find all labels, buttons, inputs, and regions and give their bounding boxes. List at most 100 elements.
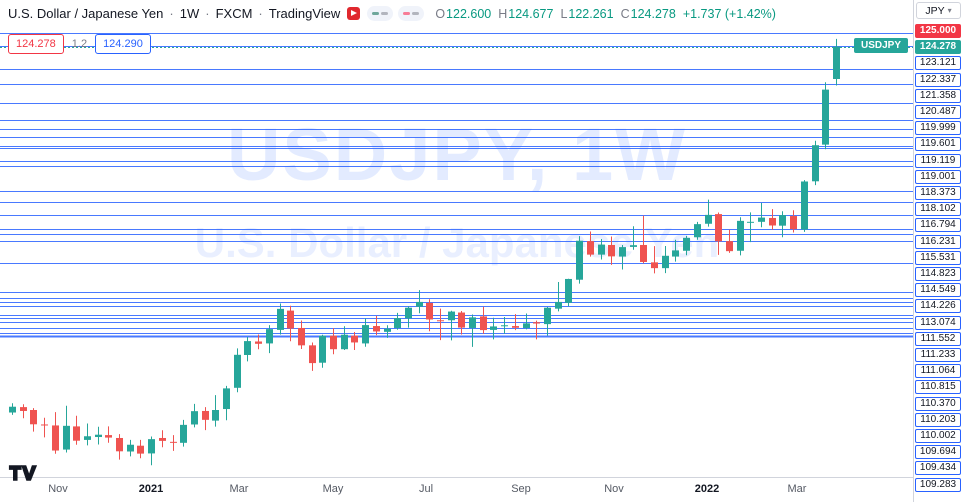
candle-body (330, 335, 337, 350)
candle-body (619, 247, 626, 257)
candlestick-chart[interactable] (0, 0, 914, 478)
line-price-axis-label[interactable]: 118.373 (915, 186, 961, 200)
candle-body (737, 220, 744, 251)
candle-body (405, 307, 412, 319)
candle-body (277, 308, 284, 330)
line-price-axis-label[interactable]: 114.549 (915, 283, 961, 298)
legend-toggle-pill-1[interactable] (367, 6, 394, 21)
legend-separator: · (258, 6, 263, 21)
candle-body (598, 244, 605, 255)
low-value: L122.261 (560, 6, 614, 21)
candle-body (640, 244, 647, 262)
line-price-axis-label[interactable]: 111.064 (915, 364, 961, 379)
candle-body (747, 221, 754, 223)
chart-legend: U.S. Dollar / Japanese Yen · 1W · FXCM ·… (8, 6, 776, 21)
candle-body (694, 224, 701, 238)
high-value: H124.677 (498, 6, 554, 21)
line-price-axis-label[interactable]: 110.815 (915, 380, 961, 395)
time-axis-month-label: Jul (418, 483, 434, 495)
candle-body (384, 328, 391, 332)
candle-body (319, 335, 326, 363)
candle-body (587, 241, 594, 255)
time-axis-month-label: Sep (511, 483, 531, 495)
line-price-axis-label[interactable]: 116.794 (915, 218, 961, 233)
candle-body (469, 317, 476, 328)
alert-price-axis-label[interactable]: 125.000 (915, 24, 961, 38)
line-price-axis-label[interactable]: 116.231 (915, 234, 961, 249)
candle-body (191, 411, 198, 425)
line-price-axis-label[interactable]: 109.283 (915, 477, 961, 492)
line-price-axis-label[interactable]: 119.119 (915, 153, 961, 168)
ratio-label: 1.2 (71, 38, 88, 50)
line-price-axis-label[interactable]: 119.601 (915, 137, 961, 152)
candle-body (95, 434, 102, 438)
line-price-axis-label[interactable]: 119.999 (915, 121, 961, 136)
interval-label[interactable]: 1W (179, 6, 200, 21)
candle-body (608, 244, 615, 257)
candle-body (9, 406, 16, 413)
candle-body (52, 425, 59, 451)
line-price-axis-label[interactable]: 110.370 (915, 396, 961, 411)
current-price-axis-label[interactable]: 124.278 (915, 40, 961, 55)
candle-body (715, 214, 722, 242)
line-price-axis-label[interactable]: 110.002 (915, 429, 961, 443)
line-price-axis-label[interactable]: 122.337 (915, 72, 961, 87)
legend-toggle-pill-2[interactable] (398, 6, 425, 21)
candle-body (672, 250, 679, 257)
time-axis-year-label: 2022 (694, 483, 720, 495)
candle-body (170, 441, 177, 443)
line-price-axis-label[interactable]: 119.001 (915, 169, 961, 184)
candle-body (63, 425, 70, 450)
candle-body (512, 326, 519, 328)
line-price-axis-label[interactable]: 109.694 (915, 445, 961, 460)
candle-body (255, 341, 262, 344)
candle-body (73, 426, 80, 441)
legend-separator: · (169, 6, 174, 21)
line-price-axis-label[interactable]: 110.203 (915, 412, 961, 427)
line-price-axis-label[interactable]: 118.102 (915, 202, 961, 217)
candle-body (726, 241, 733, 252)
time-axis[interactable]: Nov 2021 Mar May Jul Sep Nov 2022 Mar (0, 477, 914, 502)
candle-body (448, 311, 455, 321)
line-price-axis-label[interactable]: 113.074 (915, 315, 961, 330)
alert-price-label[interactable]: 124.278 (8, 34, 64, 54)
line-price-axis-label[interactable]: 111.552 (915, 331, 961, 346)
candle-body (244, 341, 251, 355)
line-price-axis-label[interactable]: 114.823 (915, 267, 961, 281)
time-axis-year-label: 2021 (138, 483, 164, 495)
line-price-axis-label[interactable]: 114.226 (915, 299, 961, 314)
symbol-description[interactable]: U.S. Dollar / Japanese Yen (8, 6, 164, 21)
currency-selector-button[interactable]: JPY ▾ (916, 2, 961, 19)
line-price-axis-label[interactable]: 109.434 (915, 461, 961, 476)
price-axis[interactable]: JPY ▾ 125.000 124.278 123.121 122.337 121.35… (913, 0, 963, 502)
candle-body (137, 445, 144, 454)
candle-body (662, 255, 669, 269)
candle-body (683, 237, 690, 251)
line-price-axis-label[interactable]: 120.487 (915, 105, 961, 119)
candle-body (501, 325, 508, 327)
candle-body (651, 262, 658, 269)
price-line-symbol-badge[interactable]: USDJPY (853, 38, 908, 53)
time-axis-month-label: Nov (604, 483, 624, 495)
candle-body (630, 245, 637, 247)
candle-body (309, 345, 316, 364)
candle-body (394, 318, 401, 328)
chart-area[interactable]: USDJPY, 1W U.S. Dollar / Japanese Yen U.… (0, 0, 914, 478)
candle-body (148, 439, 155, 454)
candle-body (84, 436, 91, 440)
line-price-axis-label[interactable]: 115.531 (915, 250, 961, 265)
candle-body (565, 278, 572, 303)
line-price-label[interactable]: 124.290 (95, 34, 151, 54)
time-axis-month-label: Nov (48, 483, 68, 495)
candle-body (490, 326, 497, 330)
line-price-axis-label[interactable]: 123.121 (915, 56, 961, 71)
line-price-axis-label[interactable]: 111.233 (915, 348, 961, 362)
candle-body (416, 301, 423, 307)
candle-body (779, 215, 786, 226)
candle-body (833, 46, 840, 80)
candle-body (212, 410, 219, 421)
line-price-axis-label[interactable]: 121.358 (915, 88, 961, 103)
tradingview-logo[interactable] (8, 464, 38, 482)
price-level-lines[interactable] (0, 33, 914, 338)
